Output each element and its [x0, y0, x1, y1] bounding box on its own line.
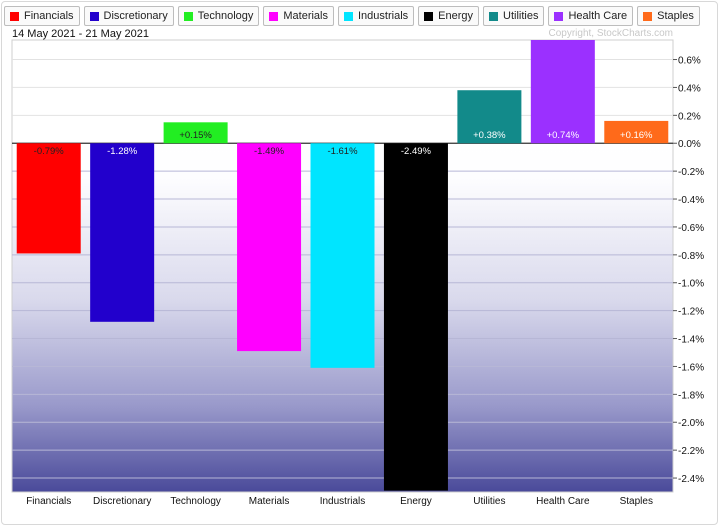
legend-item-health-care[interactable]: Health Care [548, 6, 634, 26]
y-axis: 0.6% 0.4% 0.2% 0.0% -0.2% -0.4% -0.6% -0.8% -1.0… [673, 56, 704, 485]
legend-swatch [489, 11, 498, 21]
legend-swatch [554, 11, 564, 21]
category-label: Staples [620, 496, 653, 507]
y-tick-label: 0.4% [678, 83, 701, 94]
y-tick-label: -0.2% [678, 167, 704, 178]
y-tick-label: 0.6% [678, 56, 701, 67]
data-label: -1.49% [254, 146, 285, 157]
legend-label: Financials [24, 10, 74, 22]
category-label: Discretionary [93, 496, 151, 507]
data-label: -1.61% [327, 146, 358, 157]
category-label: Technology [170, 496, 221, 507]
y-tick-label: -0.4% [678, 195, 704, 206]
plot-border [11, 39, 674, 493]
data-label: -1.28% [107, 146, 138, 157]
data-label: +0.16% [620, 130, 653, 141]
y-tick-label: -1.8% [678, 390, 704, 401]
data-label: +0.74% [547, 130, 580, 141]
bar-technology [163, 122, 228, 144]
category-label: Utilities [473, 496, 505, 507]
legend-swatch [643, 11, 653, 21]
bar-industrials [310, 143, 375, 368]
y-tick-label: 0.2% [678, 111, 701, 122]
bar-discretionary [90, 143, 155, 322]
legend-label: Technology [197, 10, 254, 22]
legend-swatch [344, 11, 353, 21]
legend-item-materials[interactable]: Materials [263, 6, 334, 26]
legend-label: Energy [438, 10, 473, 22]
date-range: 14 May 2021 - 21 May 2021 [12, 28, 149, 40]
legend: Financials Discretionary Technology Materia… [4, 6, 700, 26]
legend-label: Utilities [503, 10, 539, 22]
x-axis: Financials Discretionary Technology Materia… [26, 496, 653, 507]
y-tick-label: -1.6% [678, 362, 704, 373]
y-tick-label: -1.0% [678, 279, 704, 290]
y-tick-label: 0.0% [678, 139, 701, 150]
data-label: -2.49% [401, 146, 432, 157]
bars [16, 40, 669, 491]
legend-label: Materials [283, 10, 328, 22]
y-tick-label: -0.8% [678, 251, 704, 262]
y-tick-label: -2.2% [678, 446, 704, 457]
bar-financials [16, 143, 81, 254]
legend-item-industrials[interactable]: Industrials [338, 6, 415, 26]
legend-item-technology[interactable]: Technology [177, 6, 260, 26]
bar-energy [383, 143, 448, 491]
data-labels: -0.79% -1.28% +0.15% -1.49% -1.61% -2.49% +0.3… [34, 130, 653, 157]
category-label: Financials [26, 496, 71, 507]
legend-item-financials[interactable]: Financials [4, 6, 80, 26]
legend-label: Health Care [568, 10, 628, 22]
y-tick-label: -2.0% [678, 418, 704, 429]
data-label: -0.79% [34, 146, 65, 157]
y-tick-label: -2.4% [678, 474, 704, 485]
copyright-notice: Copyright, StockCharts.com [548, 28, 674, 39]
category-label: Industrials [320, 496, 366, 507]
legend-item-discretionary[interactable]: Discretionary [83, 6, 174, 26]
category-label: Materials [249, 496, 290, 507]
legend-label: Industrials [358, 10, 409, 22]
legend-item-energy[interactable]: Energy [418, 6, 479, 26]
y-tick-label: -0.6% [678, 223, 704, 234]
legend-label: Discretionary [103, 10, 168, 22]
legend-swatch [89, 11, 99, 21]
category-label: Energy [400, 496, 432, 507]
legend-swatch [424, 11, 434, 21]
bar-materials [237, 143, 302, 352]
bar-utilities [457, 90, 522, 144]
bar-health-care [530, 40, 595, 144]
data-label: +0.38% [473, 130, 506, 141]
bar-staples [604, 120, 669, 144]
data-label: +0.15% [179, 130, 212, 141]
legend-label: Staples [657, 10, 694, 22]
legend-swatch [269, 11, 279, 21]
legend-swatch [10, 11, 19, 21]
category-label: Health Care [536, 496, 590, 507]
legend-item-staples[interactable]: Staples [637, 6, 700, 26]
legend-swatch [183, 11, 193, 21]
legend-item-utilities[interactable]: Utilities [483, 6, 545, 26]
y-tick-label: -1.2% [678, 307, 704, 318]
y-tick-label: -1.4% [678, 335, 704, 346]
